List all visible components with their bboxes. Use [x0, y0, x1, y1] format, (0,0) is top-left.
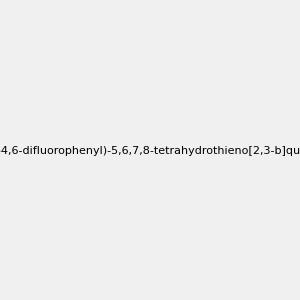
Text: 3-amino-N-(2-bromo-4,6-difluorophenyl)-5,6,7,8-tetrahydrothieno[2,3-b]quinoline-: 3-amino-N-(2-bromo-4,6-difluorophenyl)-5…: [0, 146, 300, 157]
